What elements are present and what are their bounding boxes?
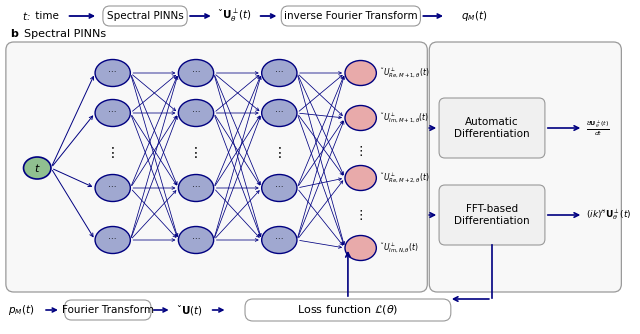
Text: ···: ···	[192, 109, 200, 118]
Text: $t$: $t$	[34, 162, 40, 174]
Text: ···: ···	[275, 235, 284, 244]
Text: ⋮: ⋮	[273, 146, 286, 160]
Text: $q_M(t)$: $q_M(t)$	[461, 9, 488, 23]
Text: ···: ···	[108, 68, 117, 77]
Text: $(ik)^n\check{\mathbf{U}}^\perp_\theta(t)$: $(ik)^n\check{\mathbf{U}}^\perp_\theta(t…	[586, 207, 632, 222]
Ellipse shape	[179, 226, 214, 254]
FancyBboxPatch shape	[439, 185, 545, 245]
FancyBboxPatch shape	[281, 6, 420, 26]
Ellipse shape	[345, 166, 376, 190]
Ellipse shape	[262, 226, 297, 254]
Text: ···: ···	[192, 183, 200, 192]
Ellipse shape	[262, 174, 297, 201]
Text: ⋮: ⋮	[355, 145, 367, 158]
Ellipse shape	[24, 157, 51, 179]
Text: ···: ···	[275, 109, 284, 118]
Text: Spectral PINNs: Spectral PINNs	[17, 29, 106, 39]
Text: ⋮: ⋮	[189, 146, 203, 160]
Ellipse shape	[179, 174, 214, 201]
Ellipse shape	[345, 60, 376, 86]
Text: ···: ···	[108, 183, 117, 192]
Ellipse shape	[345, 106, 376, 131]
Text: Spectral PINNs: Spectral PINNs	[107, 11, 184, 21]
Text: ···: ···	[108, 109, 117, 118]
Text: ···: ···	[192, 68, 200, 77]
Text: FFT-based
Differentiation: FFT-based Differentiation	[454, 204, 530, 226]
FancyBboxPatch shape	[439, 98, 545, 158]
Text: $\check{U}^\perp_{Im,N,\theta}(t)$: $\check{U}^\perp_{Im,N,\theta}(t)$	[380, 241, 419, 255]
Ellipse shape	[95, 226, 131, 254]
Ellipse shape	[95, 174, 131, 201]
Ellipse shape	[95, 100, 131, 127]
Ellipse shape	[95, 59, 131, 87]
Text: $\check{\mathbf{U}}^\perp_\theta(t)$: $\check{\mathbf{U}}^\perp_\theta(t)$	[218, 8, 252, 24]
FancyBboxPatch shape	[429, 42, 621, 292]
FancyBboxPatch shape	[6, 42, 428, 292]
Text: b: b	[10, 29, 18, 39]
FancyBboxPatch shape	[65, 300, 151, 320]
Text: $p_M(t)$: $p_M(t)$	[8, 303, 35, 317]
FancyBboxPatch shape	[103, 6, 187, 26]
Text: $\check{\mathbf{U}}(t)$: $\check{\mathbf{U}}(t)$	[177, 303, 203, 317]
Text: ···: ···	[275, 183, 284, 192]
Text: ⋮: ⋮	[106, 146, 120, 160]
Text: $\frac{d\check{\mathbf{U}}^\perp_\theta(t)}{dt}$: $\frac{d\check{\mathbf{U}}^\perp_\theta(…	[586, 118, 609, 138]
Ellipse shape	[179, 100, 214, 127]
Text: ···: ···	[192, 235, 200, 244]
FancyBboxPatch shape	[245, 299, 451, 321]
Text: time: time	[33, 11, 60, 21]
Text: $\check{U}^\perp_{Im,M+1,\theta}(t)$: $\check{U}^\perp_{Im,M+1,\theta}(t)$	[380, 111, 429, 125]
Text: ···: ···	[108, 235, 117, 244]
Text: $\check{U}^\perp_{Re,M+2,\theta}(t)$: $\check{U}^\perp_{Re,M+2,\theta}(t)$	[380, 171, 430, 185]
Ellipse shape	[262, 100, 297, 127]
Text: $\check{U}^\perp_{Re,M+1,\theta}(t)$: $\check{U}^\perp_{Re,M+1,\theta}(t)$	[380, 66, 430, 80]
Text: Automatic
Differentiation: Automatic Differentiation	[454, 117, 530, 139]
Text: ···: ···	[275, 68, 284, 77]
Text: ⋮: ⋮	[355, 208, 367, 221]
Ellipse shape	[262, 59, 297, 87]
Text: Loss function $\mathcal{L}(\theta)$: Loss function $\mathcal{L}(\theta)$	[297, 304, 399, 317]
Ellipse shape	[345, 235, 376, 261]
Ellipse shape	[179, 59, 214, 87]
Text: inverse Fourier Transform: inverse Fourier Transform	[284, 11, 418, 21]
Text: Fourier Transform: Fourier Transform	[62, 305, 154, 315]
Text: $t$:: $t$:	[22, 10, 30, 22]
